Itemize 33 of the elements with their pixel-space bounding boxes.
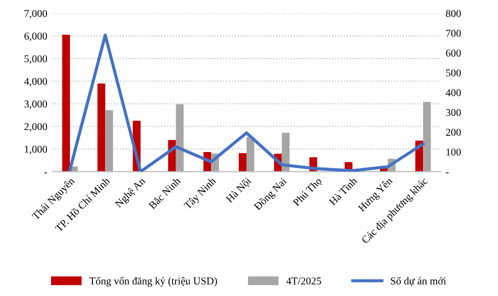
y-tick-label: 2,000	[24, 123, 48, 132]
bar	[176, 104, 184, 172]
y-tick-label: 6,000	[24, 32, 48, 42]
y-tick-label: -	[44, 172, 48, 174]
x-tick-label: Hà Nội	[225, 176, 253, 204]
bar	[62, 34, 70, 172]
y2-tick-label: 100	[446, 148, 461, 156]
bar	[105, 110, 114, 172]
legend-label: Số dự án mới	[390, 276, 446, 286]
y2-tick-label: 200	[446, 128, 461, 136]
bar	[423, 102, 431, 172]
y2-tick-label: 700	[446, 30, 461, 37]
y-tick-label: 3,000	[24, 100, 48, 110]
x-tick-label: Bắc Ninh	[148, 176, 181, 210]
y-tick-label: 5,000	[24, 55, 48, 64]
x-tick-label: Tây Ninh	[183, 176, 218, 212]
y-tick-label: 7,000	[24, 10, 48, 19]
x-tick-label: Hà Tĩnh	[328, 176, 358, 206]
bar	[246, 136, 254, 172]
y2-tick-label: 500	[446, 69, 461, 76]
legend-label: Tổng vốn đăng ký (triệu USD)	[89, 276, 217, 287]
y2-tick-label: 400	[446, 89, 461, 96]
y2-tick-label: 800	[446, 10, 461, 18]
line-series	[68, 34, 425, 172]
y-tick-label: 1,000	[24, 146, 48, 154]
y2-tick-label: 600	[446, 50, 461, 57]
bar	[238, 153, 247, 172]
y2-tick-label: 300	[446, 108, 461, 116]
y2-tick-label: -	[446, 172, 449, 174]
x-tick-label: Phú Thọ	[292, 176, 324, 208]
y-tick-label: 4,000	[24, 78, 48, 86]
bar	[97, 83, 106, 172]
legend-label: 4T/2025	[286, 277, 322, 284]
